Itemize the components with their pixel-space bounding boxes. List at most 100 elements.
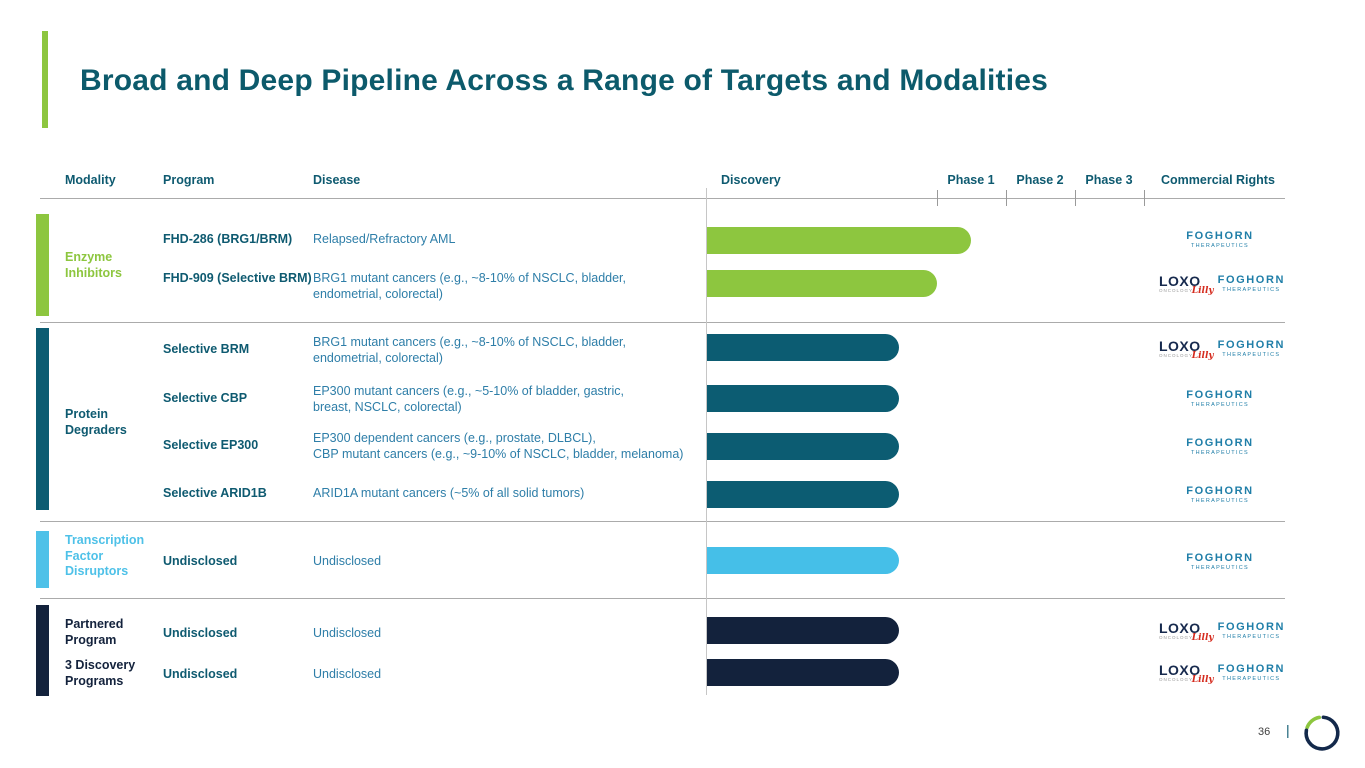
modality-chip-partnered-discovery <box>36 605 49 696</box>
foghorn-logo: FOGHORN THERAPEUTICS <box>1218 663 1285 682</box>
disease-text: Undisclosed <box>313 626 382 640</box>
loxo-lilly-logo: LOXO ONCOLOGY Lilly <box>1158 272 1214 296</box>
footer-divider: | <box>1286 722 1290 738</box>
disease-text: Undisclosed <box>313 667 382 681</box>
program-name: Undisclosed <box>163 626 238 640</box>
program-name: Undisclosed <box>163 554 238 568</box>
pipeline-bar <box>707 547 899 574</box>
disease-text: Undisclosed <box>313 554 382 568</box>
col-header-commercial-rights: Commercial Rights <box>1161 173 1275 187</box>
loxo-tagline: ONCOLOGY <box>1158 676 1193 682</box>
col-header-discovery: Discovery <box>721 173 781 187</box>
col-header-disease: Disease <box>313 173 361 187</box>
pipeline-bar <box>707 659 899 686</box>
discovery-axis-line <box>706 188 707 695</box>
loxo-wordmark: LOXO <box>1158 337 1201 354</box>
foghorn-tagline: THERAPEUTICS <box>1190 498 1250 504</box>
foghorn-tagline: THERAPEUTICS <box>1222 676 1281 682</box>
loxo-tagline: ONCOLOGY <box>1158 287 1193 293</box>
foghorn-wordmark: FOGHORN <box>1217 621 1286 633</box>
modality-label-protein-degraders: Protein Degraders <box>65 407 127 437</box>
loxo-wordmark: LOXO <box>1158 661 1201 678</box>
pipeline-bar <box>707 227 971 254</box>
disease-text: ARID1A mutant cancers (~5% of all solid … <box>313 486 585 500</box>
col-header-phase1: Phase 1 <box>947 173 995 187</box>
disease-text: BRG1 mutant cancers (e.g., ~8-10% of NSC… <box>313 271 627 301</box>
disease-text: Relapsed/Refractory AML <box>313 232 456 246</box>
pipeline-bar <box>707 385 899 412</box>
loxo-foghorn-logos: LOXO ONCOLOGY Lilly FOGHORN THERAPEUTICS <box>1148 621 1296 643</box>
disease-text: EP300 mutant cancers (e.g., ~5-10% of bl… <box>313 384 624 414</box>
loxo-lilly-logo: LOXO ONCOLOGY Lilly <box>1158 337 1214 361</box>
foghorn-tagline: THERAPEUTICS <box>1222 287 1281 293</box>
pipeline-bar <box>707 270 937 297</box>
foghorn-logo: FOGHORN THERAPEUTICS <box>1155 389 1285 408</box>
foghorn-tagline: THERAPEUTICS <box>1190 565 1250 571</box>
foghorn-tagline: THERAPEUTICS <box>1222 634 1281 640</box>
lilly-script-logo: Lilly <box>1191 632 1214 643</box>
section-divider-line <box>40 322 1285 323</box>
foghorn-logo: FOGHORN THERAPEUTICS <box>1218 621 1285 640</box>
program-name: FHD-286 (BRG1/BRM) <box>163 232 293 246</box>
program-name: FHD-909 (Selective BRM) <box>163 271 312 285</box>
modality-label-discovery-programs: 3 Discovery Programs <box>65 658 136 688</box>
foghorn-logo: FOGHORN THERAPEUTICS <box>1155 485 1285 504</box>
foghorn-wordmark: FOGHORN <box>1217 274 1286 286</box>
foghorn-logo: FOGHORN THERAPEUTICS <box>1218 274 1285 293</box>
program-name: Selective BRM <box>163 342 250 356</box>
header-divider-line <box>40 198 1285 199</box>
page-number: 36 <box>1258 726 1271 738</box>
loxo-tagline: ONCOLOGY <box>1158 352 1193 358</box>
foghorn-logo: FOGHORN THERAPEUTICS <box>1218 339 1285 358</box>
foghorn-logo: FOGHORN THERAPEUTICS <box>1155 230 1285 249</box>
loxo-foghorn-logos: LOXO ONCOLOGY Lilly FOGHORN THERAPEUTICS <box>1148 661 1296 685</box>
lilly-script-logo: Lilly <box>1191 350 1214 361</box>
section-divider-line <box>40 598 1285 599</box>
pipeline-bar <box>707 617 899 644</box>
foghorn-wordmark: FOGHORN <box>1186 552 1254 564</box>
col-header-phase2: Phase 2 <box>1016 173 1064 187</box>
loxo-wordmark: LOXO <box>1158 272 1201 289</box>
foghorn-logo: FOGHORN THERAPEUTICS <box>1155 552 1285 571</box>
foghorn-tagline: THERAPEUTICS <box>1190 402 1250 408</box>
pipeline-bar <box>707 481 899 508</box>
rights-tick <box>1144 190 1145 206</box>
foghorn-tagline: THERAPEUTICS <box>1190 243 1250 249</box>
modality-chip-enzyme-inhibitors <box>36 214 49 316</box>
loxo-tagline: ONCOLOGY <box>1158 634 1193 640</box>
foghorn-wordmark: FOGHORN <box>1186 230 1254 242</box>
phase2-tick <box>1006 190 1007 206</box>
col-header-phase3: Phase 3 <box>1085 173 1133 187</box>
loxo-foghorn-logos: LOXO ONCOLOGY Lilly FOGHORN THERAPEUTICS <box>1148 272 1296 296</box>
phase1-tick <box>937 190 938 206</box>
disease-text: EP300 dependent cancers (e.g., prostate,… <box>313 431 684 461</box>
title-accent-bar <box>42 31 48 128</box>
foghorn-wordmark: FOGHORN <box>1217 663 1286 675</box>
loxo-lilly-logo: LOXO ONCOLOGY Lilly <box>1158 661 1214 685</box>
program-name: Selective EP300 <box>163 438 259 452</box>
col-header-program: Program <box>163 173 215 187</box>
modality-label-enzyme-inhibitors: Enzyme Inhibitors <box>65 250 122 280</box>
foghorn-circle-mark-icon <box>1304 715 1340 751</box>
section-divider-line <box>40 521 1285 522</box>
modality-chip-protein-degraders <box>36 328 49 510</box>
pipeline-bar <box>707 433 899 460</box>
program-name: Undisclosed <box>163 667 238 681</box>
modality-chip-tf-disruptors <box>36 531 49 588</box>
phase3-tick <box>1075 190 1076 206</box>
program-name: Selective CBP <box>163 391 248 405</box>
foghorn-wordmark: FOGHORN <box>1186 485 1254 497</box>
lilly-script-logo: Lilly <box>1191 285 1214 296</box>
program-name: Selective ARID1B <box>163 486 267 500</box>
foghorn-tagline: THERAPEUTICS <box>1190 450 1250 456</box>
foghorn-wordmark: FOGHORN <box>1186 437 1254 449</box>
pipeline-bar <box>707 334 899 361</box>
foghorn-wordmark: FOGHORN <box>1217 339 1286 351</box>
modality-label-partnered-program: Partnered Program <box>65 617 124 647</box>
foghorn-logo: FOGHORN THERAPEUTICS <box>1155 437 1285 456</box>
page-title: Broad and Deep Pipeline Across a Range o… <box>80 64 1049 97</box>
lilly-script-logo: Lilly <box>1191 674 1214 685</box>
disease-text: BRG1 mutant cancers (e.g., ~8-10% of NSC… <box>313 335 627 365</box>
loxo-lilly-logo: LOXO ONCOLOGY Lilly <box>1158 621 1214 643</box>
